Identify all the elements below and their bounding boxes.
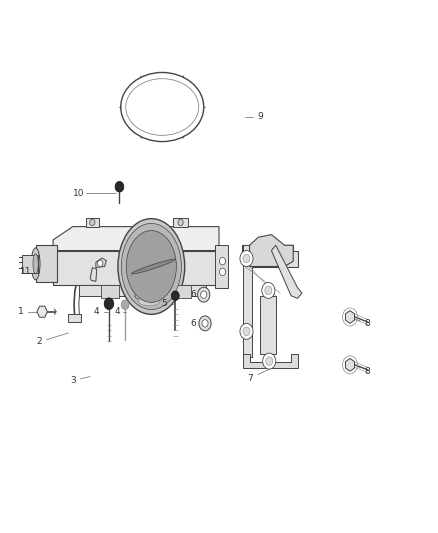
- Polygon shape: [175, 285, 191, 298]
- Circle shape: [121, 300, 129, 310]
- Polygon shape: [215, 245, 228, 288]
- Circle shape: [240, 324, 253, 340]
- Ellipse shape: [131, 259, 176, 274]
- Text: 2: 2: [36, 337, 42, 346]
- Polygon shape: [35, 245, 57, 282]
- Circle shape: [98, 260, 103, 266]
- Circle shape: [171, 291, 179, 301]
- Text: 8: 8: [364, 319, 370, 328]
- Polygon shape: [346, 311, 354, 324]
- Ellipse shape: [126, 231, 177, 302]
- Text: 8: 8: [364, 367, 370, 376]
- Polygon shape: [101, 285, 119, 298]
- Text: 3: 3: [70, 376, 76, 385]
- Polygon shape: [68, 314, 81, 322]
- Ellipse shape: [138, 296, 160, 306]
- Polygon shape: [86, 217, 99, 227]
- Text: 7: 7: [247, 374, 253, 383]
- Polygon shape: [79, 285, 206, 296]
- Polygon shape: [250, 235, 293, 266]
- Circle shape: [240, 251, 253, 266]
- Polygon shape: [243, 245, 252, 357]
- Circle shape: [265, 286, 272, 295]
- Text: 6: 6: [190, 290, 196, 299]
- Text: 10: 10: [73, 189, 84, 198]
- Text: 4: 4: [93, 307, 99, 316]
- Polygon shape: [261, 296, 276, 354]
- Polygon shape: [243, 354, 297, 368]
- Polygon shape: [53, 251, 219, 285]
- Polygon shape: [21, 255, 38, 273]
- Circle shape: [243, 254, 250, 263]
- Circle shape: [219, 268, 226, 276]
- Text: 11: 11: [20, 268, 32, 276]
- Circle shape: [202, 320, 208, 327]
- Text: 9: 9: [258, 112, 263, 121]
- Polygon shape: [96, 258, 106, 268]
- Polygon shape: [53, 227, 219, 251]
- Polygon shape: [173, 217, 188, 227]
- Circle shape: [90, 219, 95, 225]
- Circle shape: [266, 357, 273, 366]
- Polygon shape: [90, 268, 97, 281]
- Text: 5: 5: [162, 299, 167, 308]
- Text: 6: 6: [190, 319, 196, 328]
- Circle shape: [243, 327, 250, 336]
- Polygon shape: [272, 245, 302, 298]
- Circle shape: [219, 257, 226, 265]
- Ellipse shape: [121, 223, 181, 310]
- Ellipse shape: [135, 290, 163, 301]
- Polygon shape: [242, 245, 297, 266]
- Circle shape: [201, 291, 207, 298]
- Text: 4: 4: [115, 307, 120, 316]
- Circle shape: [115, 181, 124, 192]
- Polygon shape: [346, 359, 354, 371]
- Circle shape: [104, 298, 114, 310]
- Polygon shape: [37, 306, 47, 317]
- Circle shape: [199, 316, 211, 331]
- Text: 1: 1: [18, 307, 23, 316]
- Circle shape: [262, 282, 275, 298]
- Ellipse shape: [33, 254, 38, 274]
- Circle shape: [198, 287, 210, 302]
- Circle shape: [178, 219, 183, 225]
- Circle shape: [263, 353, 276, 369]
- Ellipse shape: [31, 248, 40, 280]
- Ellipse shape: [118, 219, 185, 314]
